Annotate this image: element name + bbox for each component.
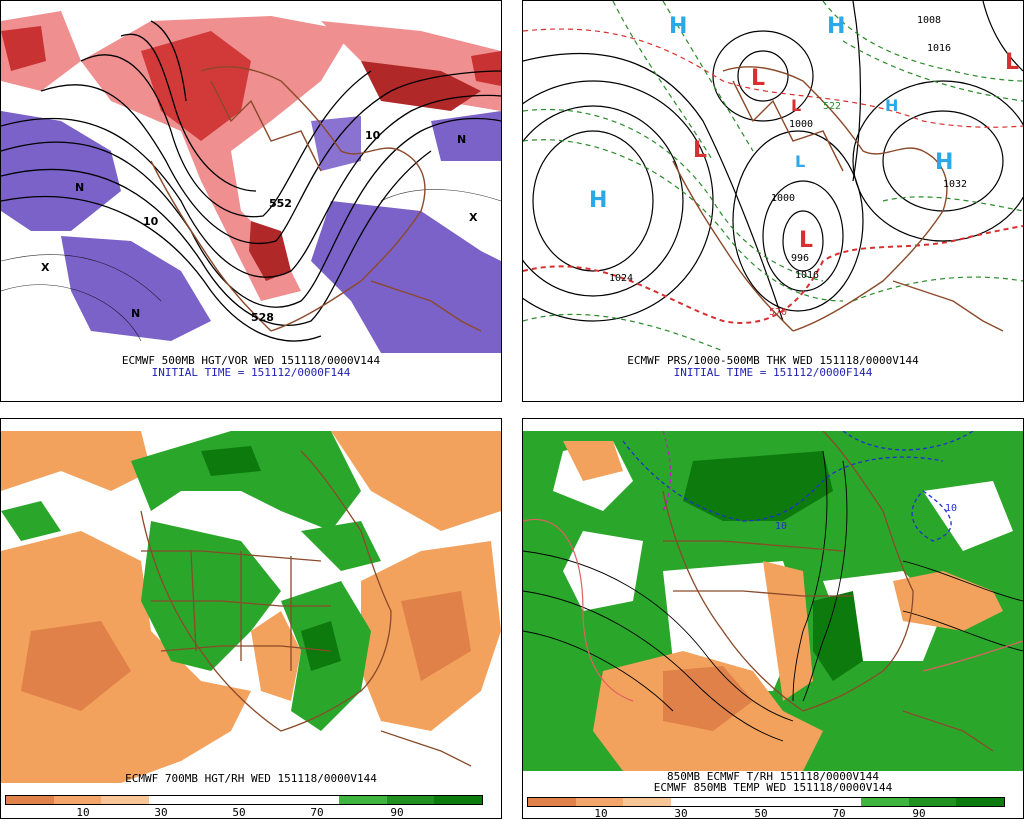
colorbar-swatch [196,796,244,804]
low-center: L [751,66,765,91]
isobar-label: 1008 [917,15,941,26]
min-label: N [75,181,84,194]
thickness-label: 522 [823,101,841,112]
colorbar-tick: 70 [832,807,846,819]
low-center: L [799,228,813,253]
low-center: L [791,96,801,115]
contour-label: 552 [269,197,292,210]
isobar-label: 1016 [927,43,951,54]
high-center: H [935,150,953,175]
colorbar-swatch [243,796,292,804]
colorbar-swatch [623,798,671,806]
contour-label: 10 [365,129,381,142]
high-center: H [669,14,687,39]
min-label: N [457,133,466,146]
map-prs-thk: H H H H H L L L L L L 1024 1032 1008 101… [523,1,1023,353]
panel-caption: ECMWF 700MB HGT/RH WED 151118/0000V144 [125,772,377,785]
isobar-label: 1000 [771,193,795,204]
map-850mb: 10 10 [523,431,1023,771]
colorbar-swatch [339,796,387,804]
thickness-label: 570 [769,307,787,318]
panel-caption: ECMWF PRS/1000-500MB THK WED 151118/0000… [627,354,919,367]
contour-label: 528 [251,311,274,324]
rh-colorbar [527,797,1005,807]
panel-caption: ECMWF 850MB TEMP WED 151118/0000V144 [653,781,893,794]
colorbar-tick: 70 [310,806,324,819]
low-center: L [1005,50,1019,75]
map-500mb: 552 528 10 10 N N N X X [1,1,501,353]
isobar-label: 1024 [609,273,633,284]
rh-colorbar [5,795,483,805]
isobar-label: 996 [791,253,809,264]
high-center: L [795,152,805,171]
colorbar-tick: 50 [232,806,246,819]
colorbar-swatch [53,796,102,804]
colorbar-swatch [148,796,197,804]
panel-prs-thk: H H H H H L L L L L L 1024 1032 1008 101… [522,0,1024,402]
colorbar-swatch [528,798,576,806]
colorbar-swatch [718,798,766,806]
isobar-label: 1000 [789,119,813,130]
max-label: X [41,261,50,274]
colorbar-swatch [6,796,54,804]
colorbar-swatch [291,796,340,804]
colorbar-tick: 30 [154,806,168,819]
colorbar-swatch [861,798,909,806]
panel-700mb-hgt-rh: ECMWF 700MB HGT/RH WED 151118/0000V144 1… [0,418,502,819]
panel-caption: 850MB ECMWF T/RH 151118/0000V144 [667,770,879,783]
panel-subcaption: INITIAL TIME = 151112/0000F144 [151,366,351,379]
colorbar-swatch [765,798,814,806]
high-center: H [589,188,607,213]
colorbar-swatch [670,798,719,806]
colorbar-swatch [434,796,482,804]
low-center: L [693,138,707,163]
colorbar-tick: 90 [912,807,926,819]
isotherm-label: 10 [945,503,957,514]
colorbar-swatch [101,796,149,804]
colorbar-swatch [575,798,624,806]
isobar-label: 1032 [943,179,967,190]
panel-caption: ECMWF 500MB HGT/VOR WED 151118/0000V144 [121,354,381,367]
colorbar-tick: 90 [390,806,404,819]
panel-500mb-hgt-vor: 552 528 10 10 N N N X X ECMWF 500MB HGT/… [0,0,502,402]
colorbar-tick: 10 [76,806,90,819]
pressure-centers: H H H H H L L L L L L [589,14,1019,253]
colorbar-swatch [908,798,957,806]
contour-label: 10 [143,215,159,228]
panel-850mb-t-rh: 10 10 850MB ECMWF T/RH 151118/0000V144 E… [522,418,1024,819]
colorbar-tick: 50 [754,807,768,819]
high-center: H [827,14,845,39]
colorbar-swatch [956,798,1004,806]
isobar-label: 1016 [795,270,819,281]
min-label: N [131,307,140,320]
high-center: H [885,96,898,115]
panel-subcaption: INITIAL TIME = 151112/0000F144 [673,366,873,379]
colorbar-swatch [813,798,862,806]
isotherm-label: 10 [775,521,787,532]
max-label: X [469,211,478,224]
colorbar-tick: 10 [594,807,608,819]
colorbar-swatch [386,796,435,804]
colorbar-tick: 30 [674,807,688,819]
map-700mb [1,431,501,783]
